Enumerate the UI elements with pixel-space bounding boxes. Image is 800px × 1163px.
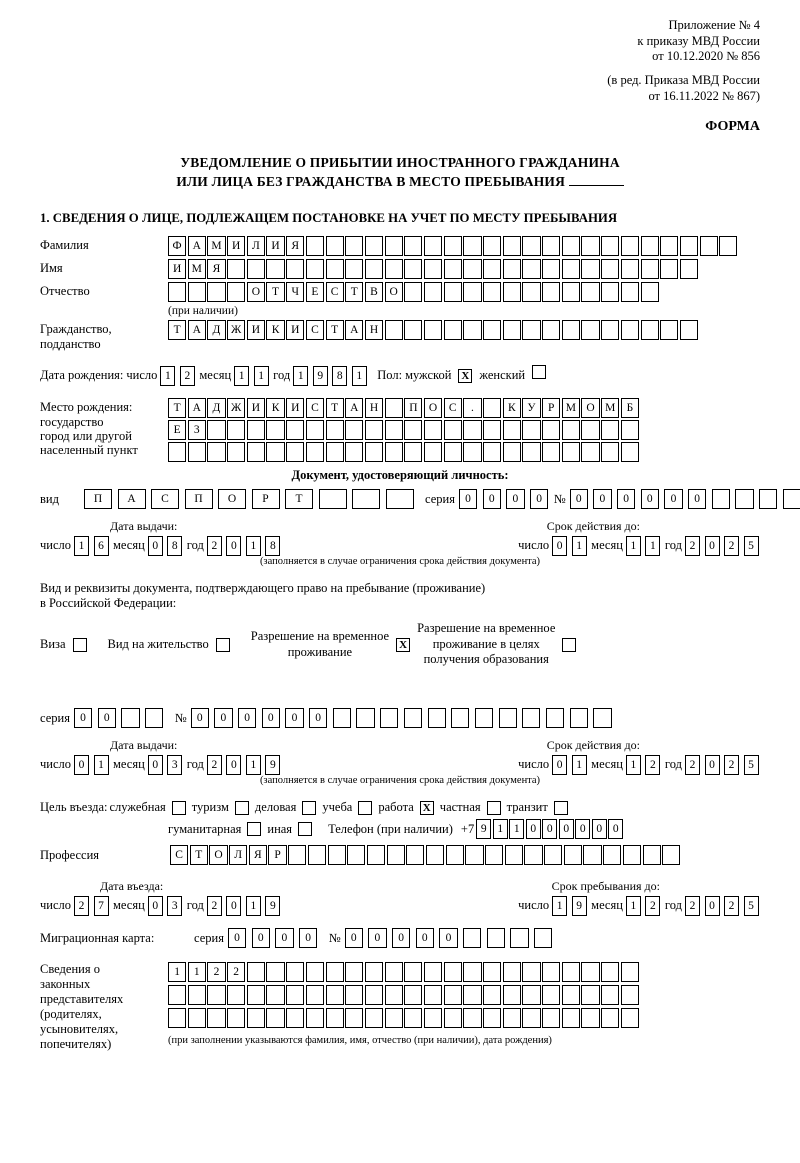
- temp-residence-checkbox[interactable]: X: [396, 638, 410, 652]
- document-title: УВЕДОМЛЕНИЕ О ПРИБЫТИИ ИНОСТРАННОГО ГРАЖ…: [40, 154, 760, 192]
- visa-options-row: Виза Вид на жительство Разрешение на вре…: [40, 621, 760, 668]
- visa-checkbox[interactable]: [73, 638, 87, 652]
- surname-label: Фамилия: [40, 236, 168, 252]
- residence-right-title: Вид и реквизиты документа, подтверждающе…: [40, 581, 760, 611]
- private-checkbox[interactable]: [487, 801, 501, 815]
- female-checkbox[interactable]: [532, 365, 546, 379]
- order-line2: от 10.12.2020 № 856: [440, 49, 760, 65]
- representatives-label: Сведения о законных представителях (роди…: [40, 962, 168, 1052]
- business-checkbox[interactable]: [302, 801, 316, 815]
- temp-residence-edu-checkbox[interactable]: [562, 638, 576, 652]
- expiry-title: Срок действия до:: [547, 519, 640, 534]
- id-document-title: Документ, удостоверяющий личность:: [40, 468, 760, 483]
- purpose-row-1: Цель въезда: служебная туризм деловая уч…: [40, 800, 760, 815]
- id-doc-note: (заполняется в случае ограничения срока …: [40, 556, 760, 567]
- citizenship-label: Гражданство, подданство: [40, 320, 168, 351]
- appendix-text: Приложение № 4: [440, 18, 760, 34]
- form-label: ФОРМА: [440, 118, 760, 136]
- representatives-row: Сведения о законных представителях (роди…: [40, 962, 760, 1052]
- patronymic-subnote: (при наличии): [168, 305, 760, 317]
- humanitarian-checkbox[interactable]: [247, 822, 261, 836]
- amendment-line2: от 16.11.2022 № 867): [440, 89, 760, 105]
- place-of-birth-row: Место рождения: государство город или др…: [40, 398, 760, 462]
- service-checkbox[interactable]: [172, 801, 186, 815]
- residence-permit-checkbox[interactable]: [216, 638, 230, 652]
- purpose-row-2: гуманитарная иная Телефон (при наличии) …: [168, 819, 760, 839]
- residence-dates-row: число 0 1 месяц 0 3 год 2 0 1 9 число 0 1 месяц 1 2 …: [40, 755, 760, 775]
- header-block: Приложение № 4 к приказу МВД России от 1…: [440, 18, 760, 136]
- place-of-birth-label: Место рождения: государство город или др…: [40, 398, 168, 462]
- tourism-checkbox[interactable]: [235, 801, 249, 815]
- place-of-stay-blank[interactable]: [569, 185, 624, 186]
- document-page: Приложение № 4 к приказу МВД России от 1…: [0, 0, 800, 1163]
- representatives-note: (при заполнении указываются фамилия, имя…: [168, 1035, 641, 1046]
- entry-dates-row: число 2 7 месяц 0 3 год 2 0 1 9 число 1 9 месяц 1 2 …: [40, 896, 760, 916]
- representatives-boxes-row3[interactable]: [168, 1008, 641, 1028]
- id-dates-row: число 1 6 месяц 0 8 год 2 0 1 8 число 0 1 месяц 1 1 …: [40, 536, 760, 556]
- male-checkbox[interactable]: X: [458, 369, 472, 383]
- transit-checkbox[interactable]: [554, 801, 568, 815]
- representatives-boxes-row2[interactable]: [168, 985, 641, 1005]
- amendment-line1: (в ред. Приказа МВД России: [440, 73, 760, 89]
- place-of-birth-boxes-row3[interactable]: [168, 442, 641, 462]
- study-checkbox[interactable]: [358, 801, 372, 815]
- section1-title: 1. СВЕДЕНИЯ О ЛИЦЕ, ПОДЛЕЖАЩЕМ ПОСТАНОВК…: [40, 211, 760, 226]
- order-line1: к приказу МВД России: [440, 34, 760, 50]
- patronymic-label: Отчество: [40, 282, 168, 298]
- name-label: Имя: [40, 259, 168, 275]
- issue-date-title: Дата выдачи:: [110, 519, 177, 534]
- other-checkbox[interactable]: [298, 822, 312, 836]
- work-checkbox[interactable]: X: [420, 801, 434, 815]
